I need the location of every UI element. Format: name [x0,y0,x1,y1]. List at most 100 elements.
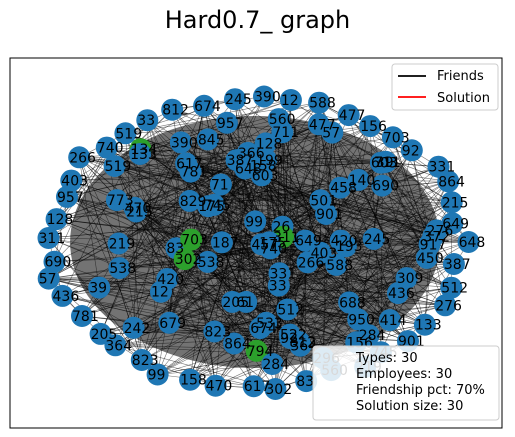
node-label: 458 [330,181,357,197]
node-label: 538 [109,261,136,277]
node-label: 205 [91,327,118,343]
node-label: 366 [238,146,265,162]
node-label: 71 [211,178,229,194]
employee-node [413,313,436,336]
employee-node [442,253,465,275]
node-label: 470 [206,379,233,395]
employee-node [114,122,137,145]
employee-node [43,250,66,273]
employee-node [178,189,201,212]
node-label: 284 [359,328,386,344]
node-label: 950 [348,312,375,328]
node-label: 957 [217,116,244,132]
node-label: 794 [247,344,274,360]
node-label: 690 [45,255,72,271]
legend-solution-label: Solution [437,91,490,106]
node-label: 588 [309,96,336,112]
node-label: 773 [107,193,134,209]
node-label: 845 [198,132,225,148]
employee-node [308,91,331,114]
employee-node [387,282,409,305]
employee-node [249,317,272,340]
node-label: 12 [281,93,299,109]
node-label: 302 [265,382,292,398]
legend: Friends Solution [391,63,499,111]
employee-node [203,320,226,343]
employee-node [161,98,184,121]
info-box: Types: 30 Employees: 30 Friendship pct: … [312,345,500,421]
node-label: 372 [423,229,450,245]
node-label: 470 [125,201,152,217]
node-label: 39 [376,155,394,171]
employee-node [156,268,179,290]
node-label: 33 [269,279,287,295]
node-label: 560 [269,112,296,128]
node-label: 617 [244,379,271,395]
employee-node [89,322,112,345]
node-label: 83 [296,374,314,390]
employee-node [244,210,267,233]
employee-node [68,146,91,169]
employee-node [296,251,319,274]
node-label: 158 [180,373,207,389]
legend-friends-label: Friends [437,69,484,84]
node-label: 187 [212,235,239,251]
node-label: 219 [109,237,136,253]
node-label: 331 [429,160,456,176]
employee-node [224,88,246,111]
node-label: 690 [372,179,399,195]
info-types: Types: 30 [355,351,418,366]
employee-node [457,231,480,253]
node-label: 193 [336,239,363,255]
node-label: 215 [442,195,469,211]
node-label: 649 [295,234,322,250]
node-label: 99 [148,368,166,384]
node-label: 512 [441,281,468,297]
node-label-layer: 6483875122761339017452195608330261747015… [39,90,486,399]
friend-edge [157,374,254,387]
node-label: 674 [250,321,277,337]
node-label: 648 [459,235,486,251]
node-label: 781 [181,165,208,181]
node-label: 266 [298,255,325,271]
node-label: 390 [171,135,198,151]
employee-node [315,203,338,225]
employee-node [440,191,463,214]
employee-node [51,284,74,307]
employee-node [325,253,348,276]
node-label: 387 [444,257,471,273]
employee-node [425,219,448,242]
node-label: 266 [69,150,96,166]
node-label: 477 [339,108,366,124]
employee-node [437,170,460,193]
employee-node [369,151,392,174]
employee-node [242,375,265,398]
node-label: 420 [331,234,358,250]
employee-node [359,115,382,138]
node-label: 364 [105,338,132,354]
node-label: 522 [280,328,307,344]
node-label: 603 [252,168,279,184]
employee-node [434,294,457,317]
node-label: 309 [397,271,424,287]
node-label: 276 [427,223,454,239]
node-label: 390 [254,90,281,106]
node-label: 92 [402,143,420,159]
node-label: 403 [311,246,338,262]
node-label: 703 [181,233,208,249]
employee-node [362,227,385,250]
employee-node [105,189,128,212]
node-label: 245 [225,92,252,108]
employee-node [104,334,127,357]
employee-node [271,121,294,144]
employee-node [204,374,227,397]
employee-node [258,231,281,254]
node-label: 12 [151,285,169,301]
node-label: 156 [360,119,387,135]
employee-node [264,378,287,400]
node-label: 740 [97,141,124,157]
employee-node [158,311,181,334]
node-label: 901 [316,207,343,223]
node-label: 450 [417,251,444,267]
